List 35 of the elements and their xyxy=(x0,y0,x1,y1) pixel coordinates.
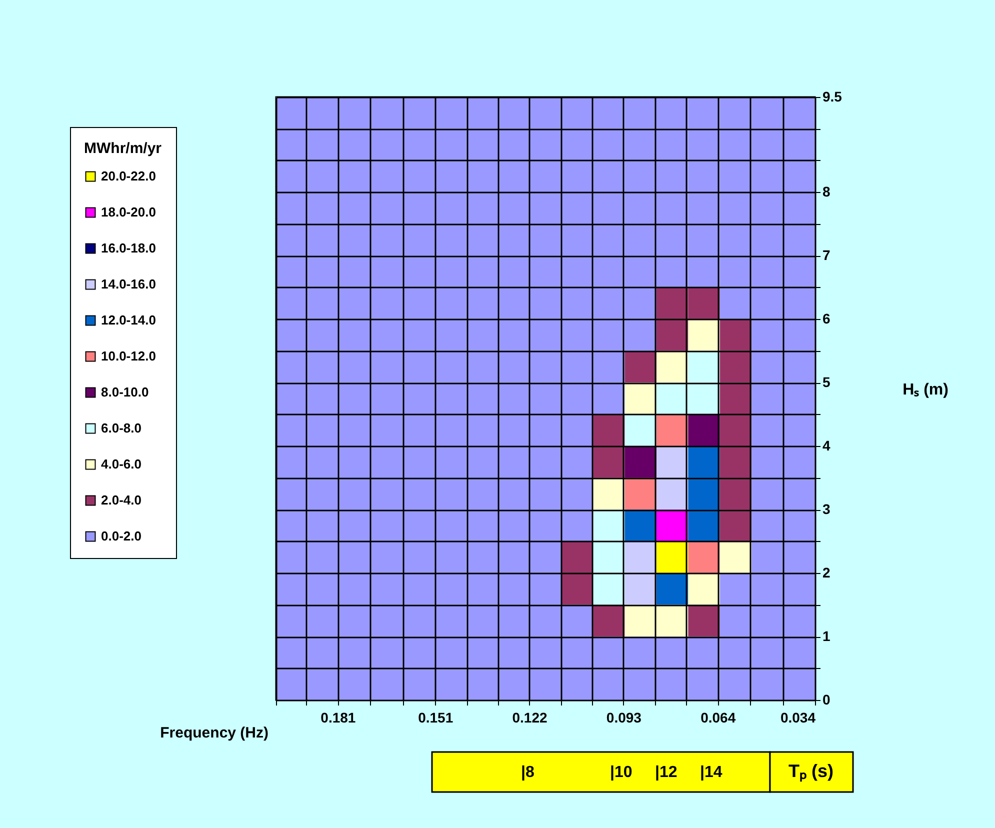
x-tick-label: 0.122 xyxy=(512,710,548,726)
color-bar-label: 8.0-10.0 xyxy=(101,384,149,400)
x-axis-title: Frequency (Hz) xyxy=(160,724,268,742)
y-tick-label: 5 xyxy=(822,374,830,390)
color-bar-label: 20.0-22.0 xyxy=(101,168,156,184)
legend-title: MWhr/m/yr xyxy=(84,140,162,157)
color-bar-label: 4.0-6.0 xyxy=(101,456,142,472)
x-tick-label: 0.093 xyxy=(606,710,642,726)
x-tick-label: 0.064 xyxy=(700,710,736,726)
y-tick-label: 7 xyxy=(822,247,830,264)
text: |10 xyxy=(610,764,632,781)
y-tick-label: 3 xyxy=(822,501,830,518)
y-tick-label: 4 xyxy=(822,438,830,454)
color-bar-label: 16.0-18.0 xyxy=(101,240,156,256)
color-bar-label: 2.0-4.0 xyxy=(101,492,142,508)
color-bar-label: 14.0-16.0 xyxy=(101,276,156,292)
y-axis-title: Hₛ (m) xyxy=(902,382,948,398)
text: |12 xyxy=(655,764,678,781)
x-tick-label: 0.181 xyxy=(320,710,356,726)
y-tick-label: 1 xyxy=(822,628,830,644)
x2-axis-title: Tₚ (s) xyxy=(788,761,834,782)
x-tick-label: 0.151 xyxy=(418,710,454,726)
x-tick-label: 0.034 xyxy=(780,710,816,726)
color-bar-label: 10.0-12.0 xyxy=(101,348,156,364)
y-tick-label: 6 xyxy=(822,310,830,327)
y-tick-label: 2 xyxy=(822,564,830,581)
y-tick-label: 0 xyxy=(822,692,830,708)
color-bar-label: 12.0-14.0 xyxy=(101,312,156,328)
y-tick-label: 9.5 xyxy=(822,88,842,104)
color-bar-label: 6.0-8.0 xyxy=(101,420,142,436)
color-bar-label: 0.0-2.0 xyxy=(101,528,142,544)
color-bar-label: 18.0-20.0 xyxy=(101,204,156,220)
y-tick-label: 8 xyxy=(822,184,830,200)
text: |14 xyxy=(700,764,722,781)
text: |8 xyxy=(521,764,534,781)
